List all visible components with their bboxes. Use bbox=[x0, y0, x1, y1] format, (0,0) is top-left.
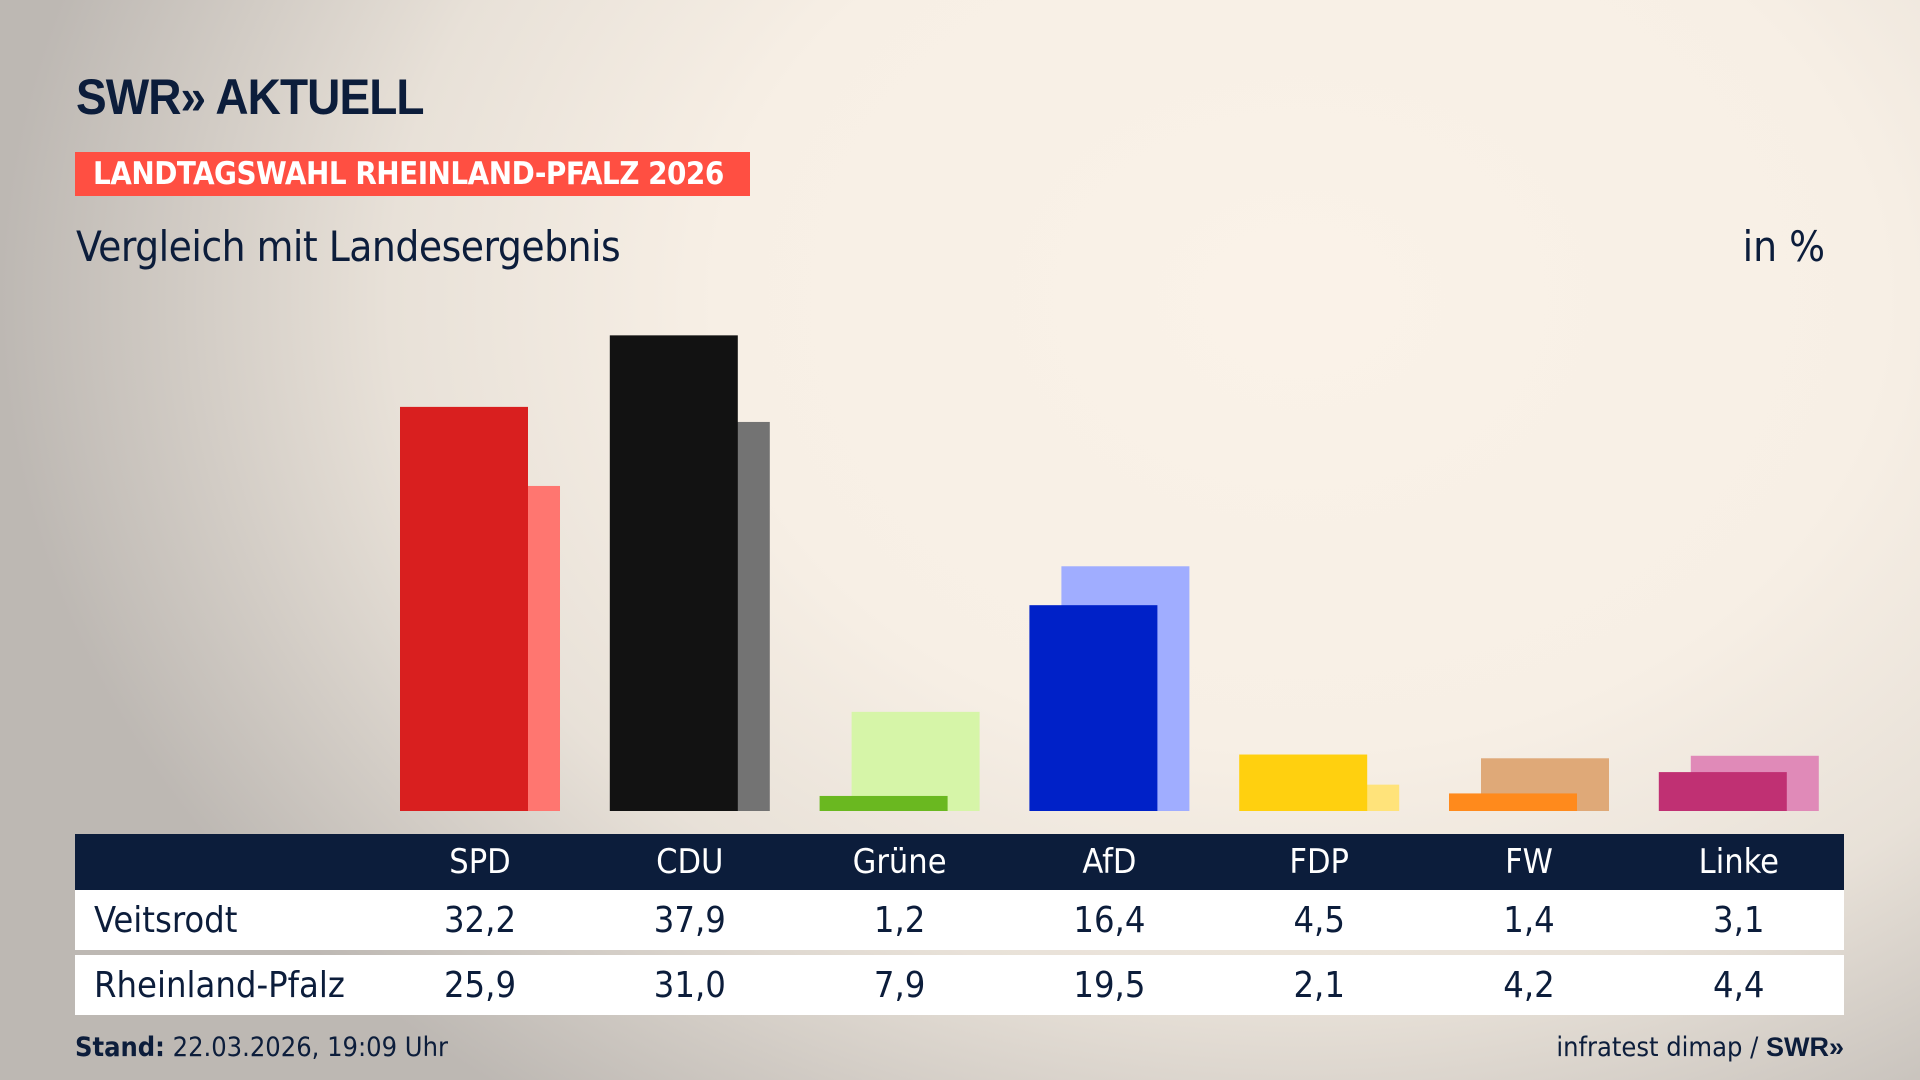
timestamp: Stand: 22.03.2026, 19:09 Uhr bbox=[75, 1032, 448, 1063]
swr-aktuell-logo: SWR» AKTUELL bbox=[76, 69, 424, 125]
value-cell: 32,2 bbox=[443, 899, 517, 941]
column-header: Grüne bbox=[852, 842, 947, 882]
value-cell: 1,4 bbox=[1503, 899, 1555, 941]
column-header: Linke bbox=[1698, 842, 1779, 882]
column-header: CDU bbox=[656, 842, 724, 882]
chart-subtitle: Vergleich mit Landesergebnis bbox=[76, 222, 621, 271]
row-label: Veitsrodt bbox=[94, 899, 238, 941]
value-cell: 19,5 bbox=[1073, 964, 1146, 1006]
value-cell: 4,5 bbox=[1293, 899, 1345, 941]
stand-value: 22.03.2026, 19:09 Uhr bbox=[164, 1032, 448, 1063]
bar-cdu-local bbox=[609, 335, 738, 811]
value-cell: 37,9 bbox=[653, 899, 726, 941]
column-header: FDP bbox=[1289, 842, 1349, 882]
column-header: FW bbox=[1505, 842, 1553, 882]
value-cell: 25,9 bbox=[443, 964, 517, 1006]
value-cell: 7,9 bbox=[873, 964, 926, 1006]
bar-linke-local bbox=[1658, 772, 1787, 811]
bar-spd-local bbox=[400, 406, 528, 811]
value-cell: 4,4 bbox=[1713, 964, 1765, 1006]
table-header: SPD CDU Grüne AfD FDP FW Linke bbox=[75, 834, 1844, 890]
bar-afd-local bbox=[1029, 605, 1158, 811]
bar-grüne-land bbox=[851, 711, 980, 811]
value-cell: 3,1 bbox=[1713, 899, 1765, 941]
table-row: Veitsrodt 32,2 37,9 1,2 16,4 4,5 1,4 3,1 bbox=[75, 890, 1844, 950]
source-text: infratest dimap / bbox=[1556, 1032, 1766, 1063]
value-cell: 2,1 bbox=[1293, 964, 1345, 1006]
source: infratest dimap / SWR» bbox=[1556, 1032, 1844, 1063]
bar-grüne-local bbox=[819, 795, 948, 811]
value-cell: 1,2 bbox=[873, 899, 926, 941]
value-cell: 31,0 bbox=[653, 964, 726, 1006]
table-row: Rheinland-Pfalz 25,9 31,0 7,9 19,5 2,1 4,2 4,4 bbox=[75, 955, 1844, 1015]
value-cell: 16,4 bbox=[1073, 899, 1146, 941]
election-badge: LANDTAGSWAHL RHEINLAND-PFALZ 2026 bbox=[75, 152, 750, 196]
bar-fdp-local bbox=[1239, 754, 1368, 811]
value-cell: 4,2 bbox=[1503, 964, 1555, 1006]
row-label: Rheinland-Pfalz bbox=[94, 964, 345, 1006]
unit-label: in % bbox=[1742, 222, 1825, 271]
column-header: SPD bbox=[449, 842, 511, 882]
column-header: AfD bbox=[1082, 842, 1137, 882]
bar-fw-local bbox=[1449, 793, 1577, 811]
stand-label: Stand: bbox=[75, 1032, 165, 1063]
swr-logo: SWR» bbox=[1765, 1032, 1844, 1062]
